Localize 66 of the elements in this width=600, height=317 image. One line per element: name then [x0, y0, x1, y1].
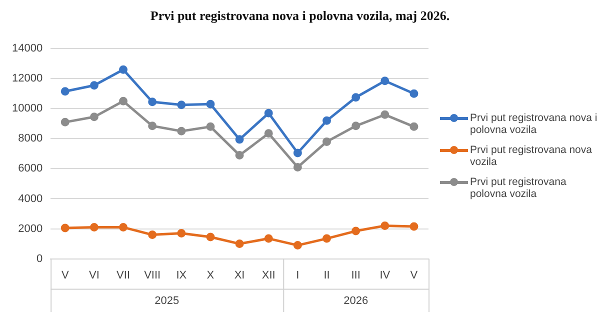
- point: [410, 122, 418, 131]
- point: [380, 110, 390, 119]
- point: [177, 126, 186, 136]
- x-tick-label: X: [206, 269, 215, 282]
- y-tick-label: 8000: [18, 132, 43, 145]
- x-tick-label: VIII: [144, 269, 161, 282]
- point: [148, 122, 157, 130]
- y-tick-label: 6000: [18, 162, 43, 175]
- point: [206, 122, 215, 131]
- y-tick-label: 14000: [12, 42, 43, 55]
- point: [90, 112, 98, 122]
- point: [60, 87, 70, 96]
- chart-title: Prvi put registrovana nova i polovna vozila, maj 2026.: [149, 8, 451, 24]
- point: [235, 240, 244, 248]
- y-tick-label: 12000: [12, 72, 43, 85]
- point: [380, 222, 390, 230]
- y-tick-label: 4000: [18, 192, 43, 205]
- point: [60, 224, 70, 232]
- point: [177, 229, 186, 238]
- text: 2026: [344, 294, 368, 307]
- point: [352, 122, 360, 130]
- point: [352, 226, 360, 236]
- point: [293, 162, 302, 172]
- point: [119, 96, 128, 106]
- point: [352, 93, 360, 102]
- x-tick-label: XII: [262, 269, 276, 282]
- point: [322, 137, 332, 146]
- point: [410, 222, 418, 231]
- x-tick-label: VI: [88, 269, 100, 282]
- x-tick-label: V: [61, 269, 70, 282]
- y-tick-label: 10000: [12, 102, 43, 115]
- point: [90, 81, 98, 90]
- x-tick-label: III: [351, 269, 360, 282]
- point: [119, 65, 128, 74]
- x-tick-label: XI: [234, 269, 245, 282]
- point: [119, 223, 128, 232]
- x-tick-label: II: [324, 269, 330, 282]
- point: [206, 100, 215, 108]
- y-tick-label: 2000: [18, 222, 43, 235]
- point: [235, 150, 244, 160]
- point: [322, 234, 332, 243]
- point: [264, 129, 273, 138]
- point: [293, 241, 302, 250]
- point: [293, 148, 302, 158]
- x-tick-label: VII: [116, 269, 130, 282]
- point: [148, 230, 157, 240]
- point: [60, 118, 70, 126]
- point: [177, 100, 186, 110]
- point: [235, 135, 244, 144]
- point: [206, 232, 215, 242]
- x-tick-label: IV: [380, 269, 391, 282]
- point: [322, 116, 332, 125]
- x-tick-label: I: [296, 269, 300, 282]
- legend-label: Prvi put registrovana nova i polovna vozila: [470, 112, 598, 136]
- text: 2025: [154, 294, 180, 307]
- x-tick-label: IX: [176, 269, 188, 282]
- legend-label: Prvi put registrovana nova vozila: [470, 144, 593, 168]
- point: [90, 223, 98, 232]
- y-tick-label: 0: [36, 252, 43, 265]
- point: [264, 234, 273, 243]
- x-tick-label: V: [410, 269, 418, 282]
- point: [410, 89, 418, 98]
- point: [148, 98, 157, 106]
- legend-label: Prvi put registrovana polovna vozila: [470, 176, 568, 200]
- point: [380, 76, 390, 86]
- point: [264, 108, 273, 118]
